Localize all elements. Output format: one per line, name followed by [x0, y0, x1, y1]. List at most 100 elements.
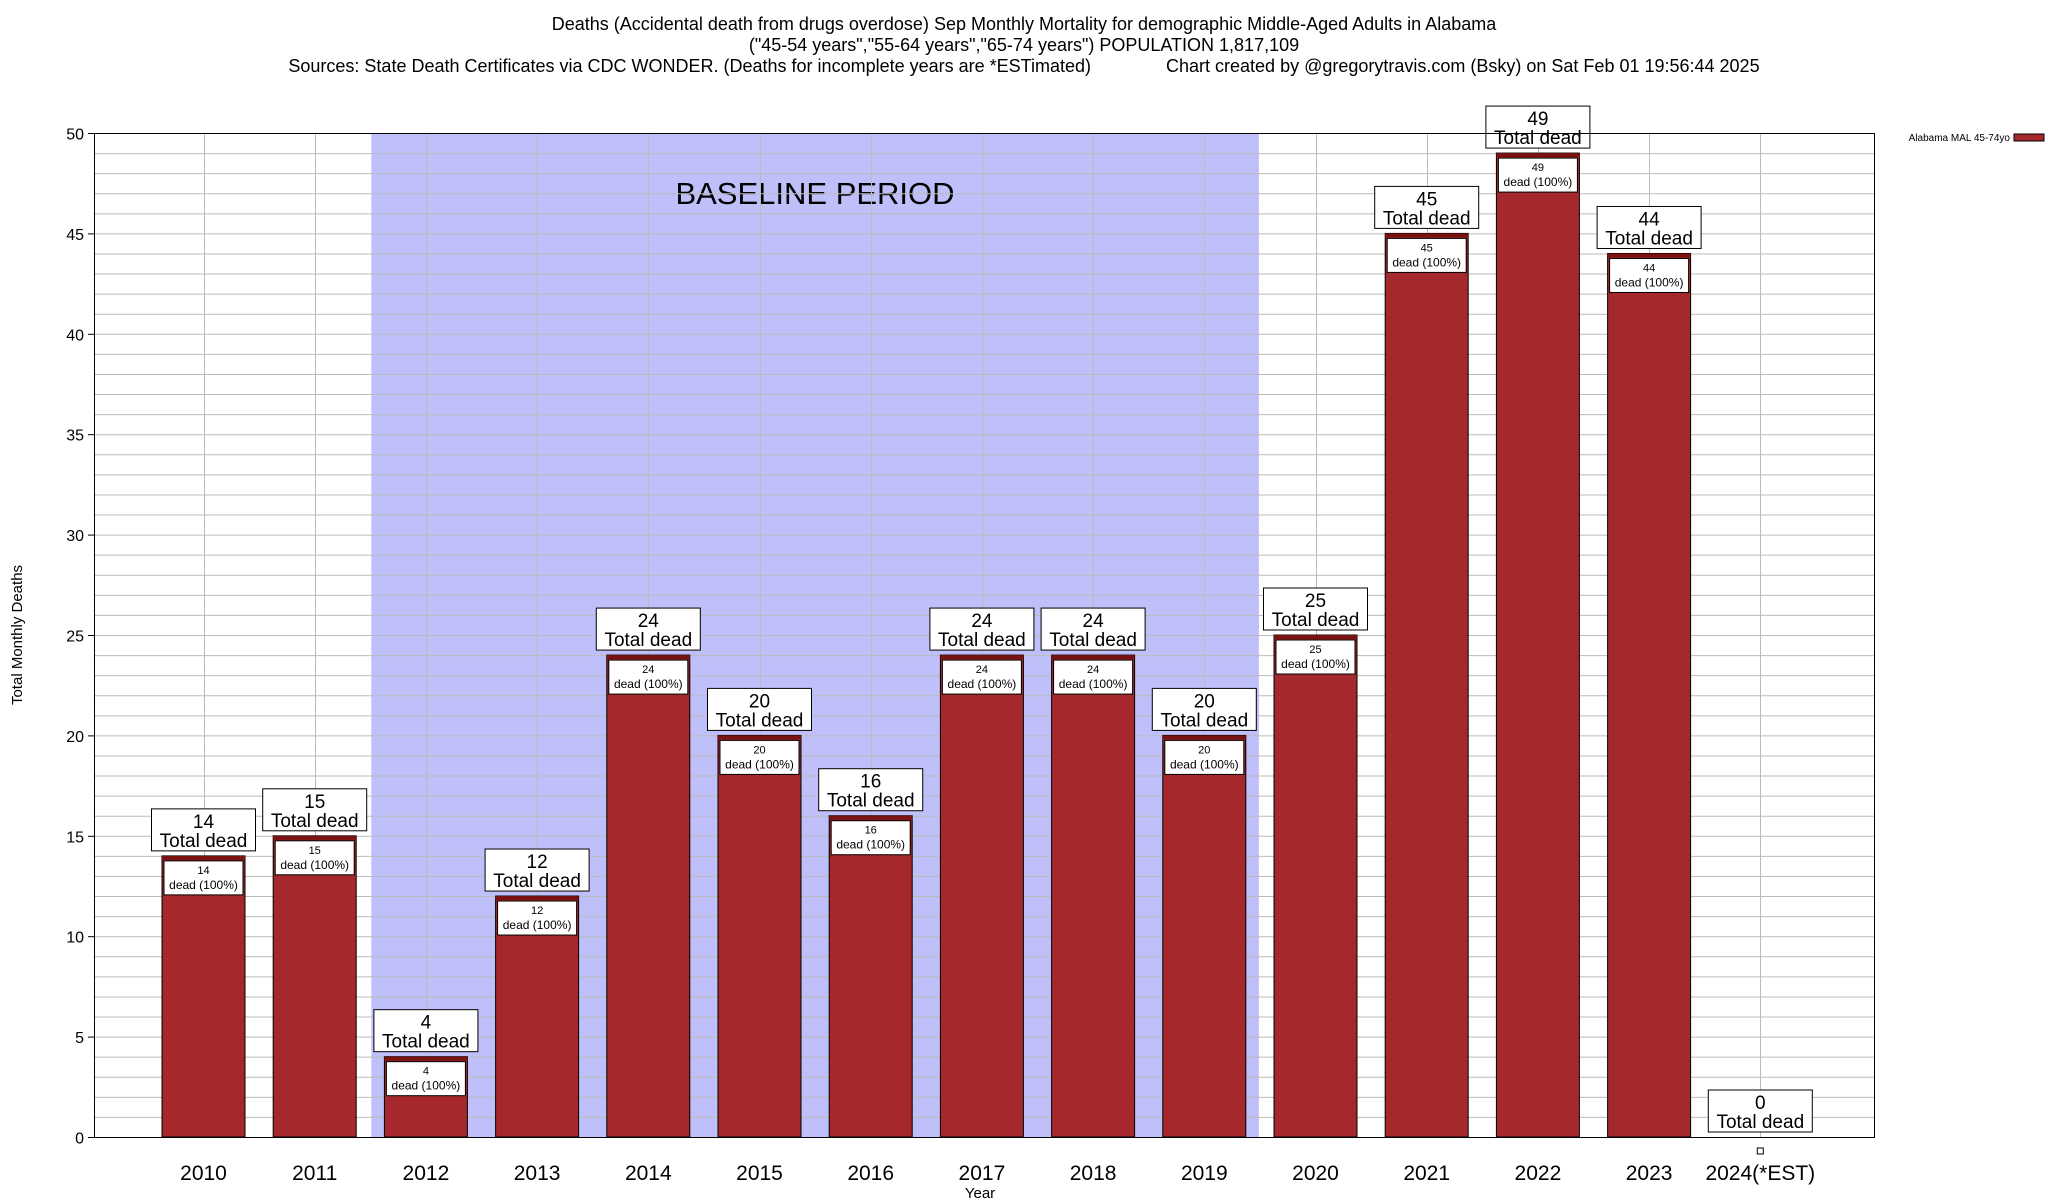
inner-label-count: 4: [423, 1066, 429, 1078]
bar: [1051, 654, 1136, 1138]
inner-label-text: dead (100%): [1059, 677, 1128, 691]
bar-top-cap: [1607, 253, 1691, 258]
inner-label-text: dead (100%): [836, 838, 905, 852]
top-label-box: [818, 768, 924, 812]
x-tick-label: 2024(*EST): [1705, 1162, 1815, 1185]
bar-top-cap: [606, 655, 690, 660]
plot-frame: [94, 133, 1875, 1138]
x-tick-label: 2013: [514, 1162, 561, 1185]
top-label-count: 45: [1416, 189, 1437, 210]
bar-top-cap: [1162, 735, 1246, 740]
top-label-box: [707, 687, 812, 731]
inner-label-count: 44: [1643, 262, 1655, 274]
y-tick-label: 45: [66, 227, 84, 244]
inner-label-count: 16: [865, 825, 877, 837]
bar: [161, 855, 246, 1138]
x-tick-label: 2016: [847, 1162, 894, 1185]
y-tick-label: 5: [75, 1030, 84, 1047]
top-label-count: 20: [1194, 691, 1215, 712]
bar-top-cap: [273, 835, 357, 840]
bar-top-cap: [1051, 655, 1135, 660]
y-tick-label: 20: [66, 729, 84, 746]
top-label-count: 0: [1755, 1093, 1766, 1114]
inner-label-count: 24: [1087, 664, 1099, 676]
top-label-text: Total dead: [1160, 710, 1248, 731]
inner-label-box: [1164, 739, 1245, 775]
top-label-text: Total dead: [604, 630, 692, 651]
top-label-text: Total dead: [716, 710, 804, 731]
top-label-text: Total dead: [827, 791, 915, 812]
inner-label-count: 25: [1309, 644, 1321, 656]
bar: [606, 654, 691, 1138]
top-label-text: Total dead: [1605, 228, 1693, 249]
top-label-count: 24: [638, 611, 660, 632]
y-axis-label: Total Monthly Deaths: [9, 565, 26, 705]
inner-label-text: dead (100%): [1504, 175, 1573, 189]
y-tick-label: 35: [66, 428, 84, 445]
bar: [272, 835, 357, 1138]
bar-top-cap: [829, 815, 913, 820]
inner-label-text: dead (100%): [614, 677, 683, 691]
inner-label-text: dead (100%): [1615, 275, 1684, 289]
top-label-box: [373, 1009, 479, 1053]
top-label-box: [1040, 607, 1146, 651]
inner-label-box: [941, 659, 1022, 695]
top-label-box: [929, 607, 1035, 651]
y-tick-label: 50: [66, 127, 84, 144]
bar-top-cap: [940, 655, 1024, 660]
inner-label-count: 45: [1421, 242, 1433, 254]
top-label-text: Total dead: [271, 811, 359, 832]
inner-label-count: 20: [753, 744, 765, 756]
top-label-box: [1596, 205, 1702, 249]
y-tick-label: 15: [66, 829, 84, 846]
bar: [717, 734, 802, 1138]
inner-label-box: [1053, 659, 1134, 695]
y-tick-label: 30: [66, 528, 84, 545]
inner-label-box: [1497, 157, 1578, 193]
inner-label-text: dead (100%): [169, 878, 238, 892]
inner-label-box: [1609, 257, 1690, 293]
top-label-count: 20: [749, 691, 770, 712]
inner-label-text: dead (100%): [280, 858, 349, 872]
top-label-count: 4: [421, 1013, 432, 1034]
x-tick-label: 2020: [1292, 1162, 1339, 1185]
top-label-box: [484, 848, 590, 892]
x-tick-label: 2021: [1403, 1162, 1450, 1185]
inner-label-text: dead (100%): [392, 1079, 461, 1093]
bar: [939, 654, 1024, 1138]
inner-label-box: [163, 860, 244, 896]
bar-top-cap: [162, 855, 245, 860]
top-label-text: Total dead: [160, 831, 248, 852]
top-label-count: 14: [193, 812, 215, 833]
inner-label-count: 24: [642, 664, 654, 676]
legend-swatch: [2013, 133, 2045, 142]
top-label-text: Total dead: [1494, 128, 1582, 149]
x-tick-label: 2014: [625, 1162, 672, 1185]
y-tick-label: 10: [66, 930, 84, 947]
top-label-box: [262, 788, 368, 832]
bar-top-cap: [1274, 635, 1357, 639]
top-label-box: [595, 607, 701, 651]
top-label-box: [1151, 687, 1257, 731]
bar: [1495, 152, 1580, 1138]
top-label-count: 24: [1083, 611, 1105, 632]
inner-label-box: [497, 900, 578, 936]
top-label-count: 44: [1639, 209, 1661, 230]
top-label-text: Total dead: [493, 871, 581, 892]
bar-top-cap: [384, 1056, 468, 1061]
inner-label-box: [608, 659, 689, 695]
